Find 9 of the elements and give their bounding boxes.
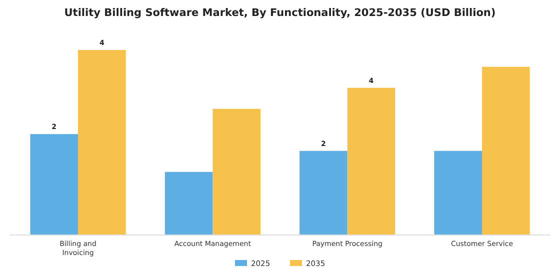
bar xyxy=(300,150,348,235)
bar xyxy=(164,172,213,235)
bar xyxy=(347,88,396,235)
chart-title: Utility Billing Software Market, By Functionality, 2025-2035 (USD Billion) xyxy=(64,7,496,19)
bar xyxy=(434,150,482,235)
bar xyxy=(78,50,126,235)
bar xyxy=(30,134,78,235)
bar xyxy=(212,108,260,235)
bar xyxy=(482,66,530,235)
